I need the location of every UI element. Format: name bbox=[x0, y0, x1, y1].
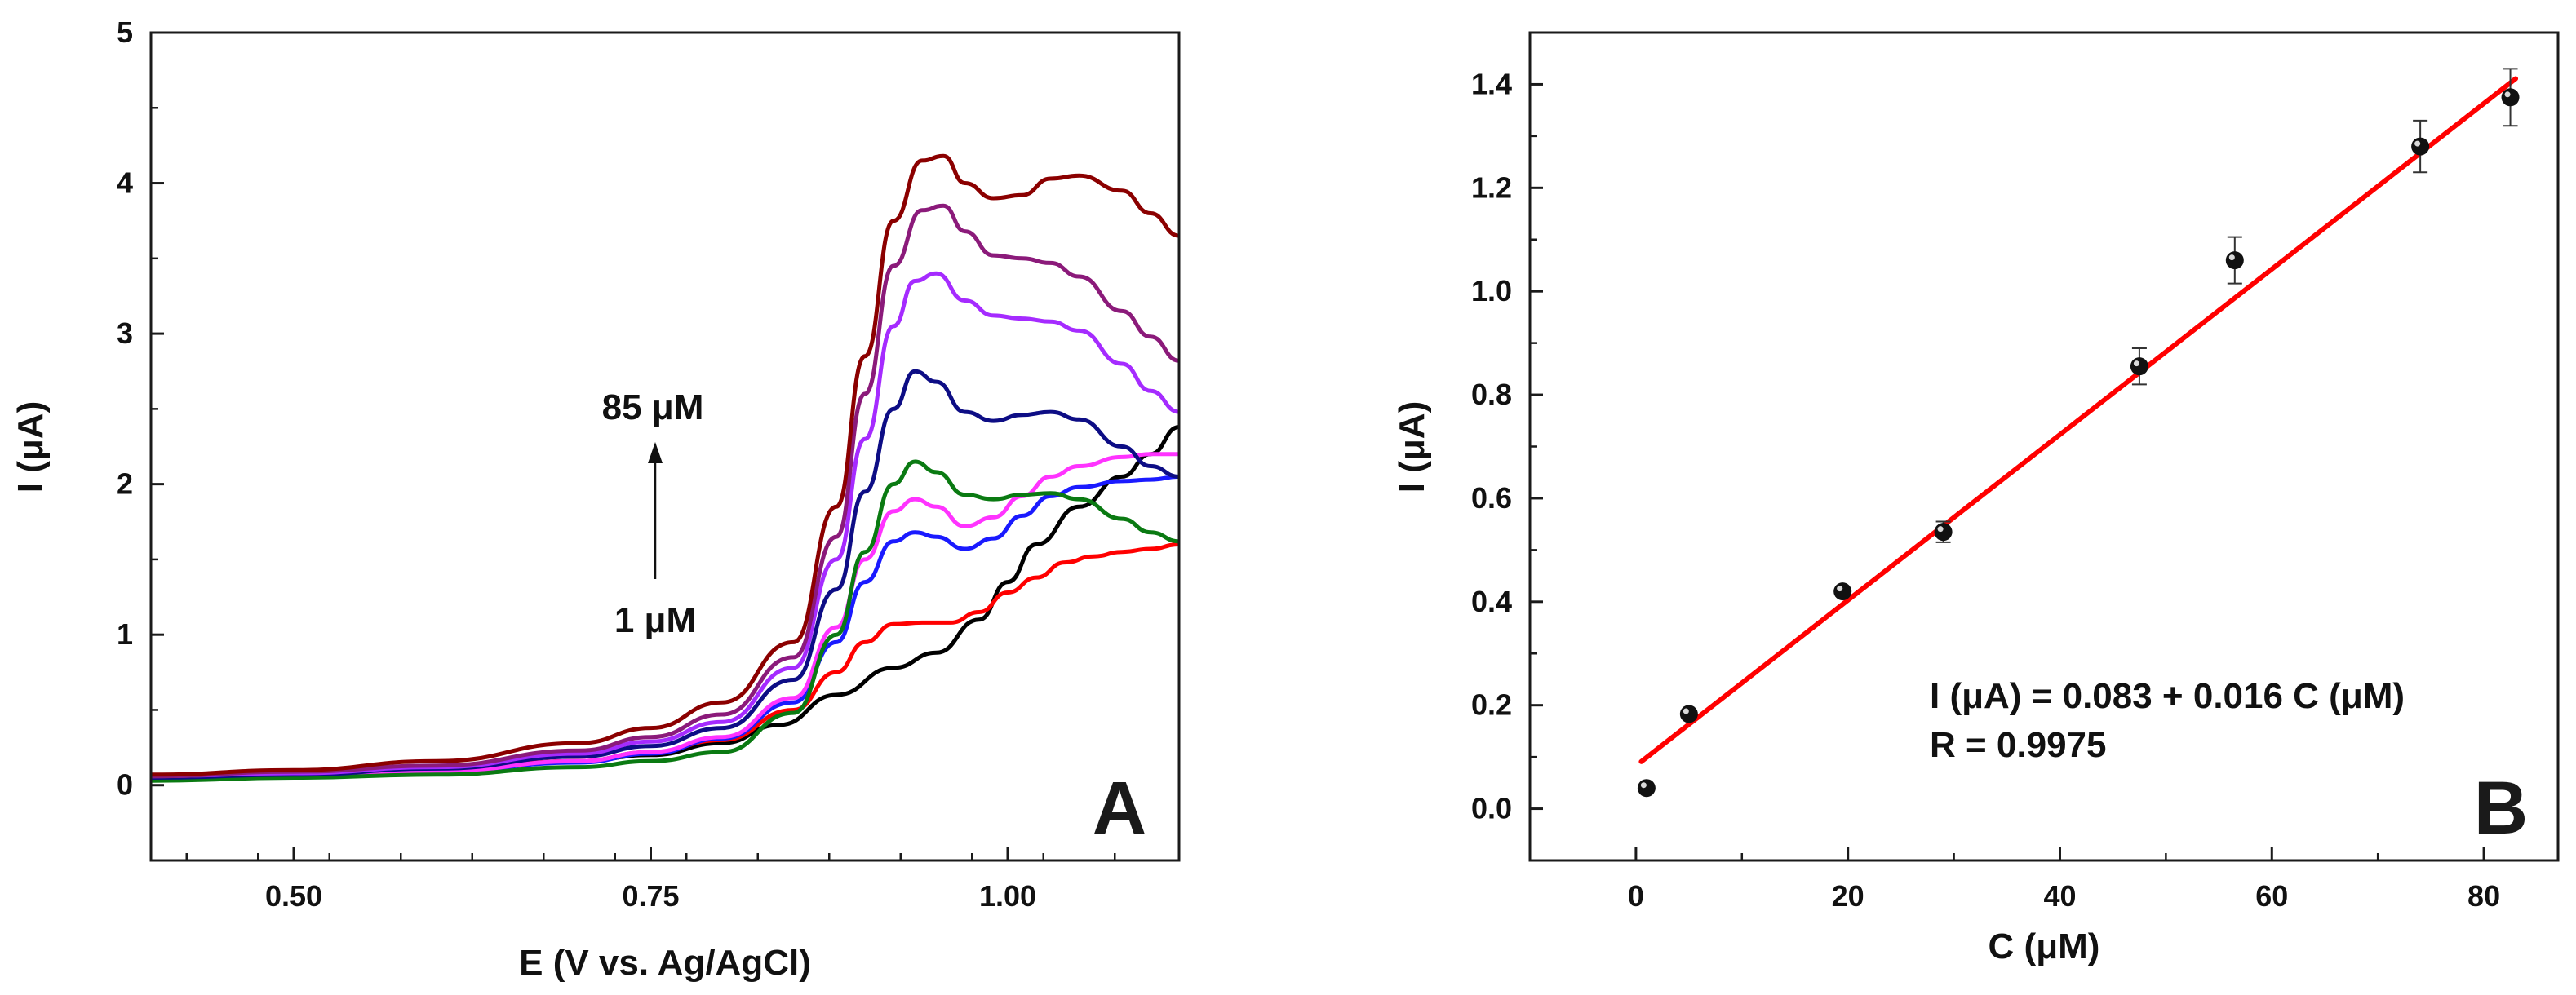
panel-a-x-tick-label: 0.75 bbox=[622, 879, 679, 913]
panel-a-y-tick-label: 3 bbox=[117, 316, 133, 350]
panel-b-x-tick-label: 20 bbox=[1832, 879, 1864, 913]
data-point bbox=[2501, 88, 2520, 107]
voltammogram-curve-7 bbox=[150, 271, 1180, 779]
panel-b-y-tick-label: 1.4 bbox=[1471, 67, 1512, 100]
voltammogram-curve-2 bbox=[150, 542, 1180, 780]
voltammogram-curve-6 bbox=[150, 369, 1180, 780]
data-point-highlight bbox=[2133, 360, 2139, 367]
voltammogram-curve-5 bbox=[150, 459, 1180, 783]
data-point-highlight bbox=[2504, 91, 2511, 98]
data-point-highlight bbox=[1937, 526, 1944, 533]
panel-a-x-axis-title: E (V vs. Ag/AgCl) bbox=[519, 943, 811, 983]
panel-b-y-tick-label: 1.0 bbox=[1471, 274, 1512, 307]
panel-label-b: B bbox=[2474, 767, 2528, 850]
panel-b-x-axis-title: C (μM) bbox=[1989, 926, 2100, 966]
panel-b-x-tick-label: 0 bbox=[1628, 879, 1644, 913]
data-point bbox=[1833, 582, 1852, 601]
panel-b-x-tick-label: 80 bbox=[2467, 879, 2500, 913]
panel-b-y-tick-label: 0.0 bbox=[1471, 792, 1512, 825]
panel-b-y-axis-title: I (μA) bbox=[1392, 401, 1432, 493]
data-point-highlight bbox=[2228, 254, 2235, 261]
voltammogram-curve-8 bbox=[150, 203, 1180, 779]
panel-b-axis-ticks: 0.0 0.2 0.4 0.6 0.8 1.0 1.2 1.4 0 20 40 60 80 bbox=[1471, 31, 2500, 913]
data-point-highlight bbox=[1640, 782, 1647, 789]
panel-b-y-tick-label: 0.6 bbox=[1471, 481, 1512, 515]
panel-b-y-tick-label: 1.2 bbox=[1471, 170, 1512, 204]
data-point bbox=[1934, 523, 1953, 542]
panel-b-y-tick-label: 0.8 bbox=[1471, 378, 1512, 411]
annotation-1-um: 1 μM bbox=[614, 600, 696, 640]
panel-a-y-tick-label: 0 bbox=[117, 768, 133, 802]
panel-b-y-tick-label: 0.2 bbox=[1471, 688, 1512, 722]
data-point-highlight bbox=[2414, 140, 2421, 147]
data-point-highlight bbox=[1837, 586, 1843, 592]
panel-a-plot-frame bbox=[149, 31, 1181, 862]
voltammogram-curve-9 bbox=[150, 153, 1180, 777]
concentration-arrow-icon bbox=[648, 442, 663, 579]
data-point bbox=[1637, 779, 1656, 798]
linear-fit-line bbox=[1638, 76, 2519, 764]
panel-b-calibration: 0.0 0.2 0.4 0.6 0.8 1.0 1.2 1.4 0 20 40 60 80 C (μM)… bbox=[1392, 31, 2560, 966]
panel-b-x-tick-label: 40 bbox=[2043, 879, 2076, 913]
panel-a-voltammograms: 0 1 2 3 4 5 0.50 0.75 1.00 E (V vs. Ag/AgCl) I (… bbox=[11, 15, 1181, 983]
panel-a-y-tick-label: 2 bbox=[117, 467, 133, 501]
data-point bbox=[2225, 251, 2244, 270]
fit-equation: I (μA) = 0.083 + 0.016 C (μM) bbox=[1930, 676, 2405, 716]
panel-label-a: A bbox=[1093, 767, 1146, 850]
panel-a-y-tick-label: 4 bbox=[117, 166, 133, 200]
panel-b-x-tick-label: 60 bbox=[2255, 879, 2288, 913]
panel-a-x-tick-label: 0.50 bbox=[265, 879, 322, 913]
panel-a-y-tick-label: 1 bbox=[117, 617, 133, 651]
data-point bbox=[2411, 137, 2430, 156]
panel-b-fit-line-group bbox=[1638, 76, 2519, 764]
voltammogram-curve-4 bbox=[150, 452, 1179, 781]
data-point bbox=[2130, 357, 2148, 376]
panel-a-y-axis-title: I (μA) bbox=[11, 401, 51, 493]
panel-a-axis-ticks: 0 1 2 3 4 5 0.50 0.75 1.00 bbox=[117, 15, 1116, 913]
panel-a-x-tick-label: 1.00 bbox=[979, 879, 1036, 913]
panel-a-curves bbox=[150, 153, 1180, 783]
panel-a-y-tick-label: 5 bbox=[117, 15, 133, 49]
correlation-coefficient: R = 0.9975 bbox=[1930, 725, 2107, 765]
data-point bbox=[1679, 705, 1698, 723]
panel-b-y-tick-label: 0.4 bbox=[1471, 585, 1512, 618]
annotation-85-um: 85 μM bbox=[602, 387, 704, 427]
panel-b-data-points bbox=[1637, 68, 2520, 798]
data-point-highlight bbox=[1683, 708, 1689, 714]
